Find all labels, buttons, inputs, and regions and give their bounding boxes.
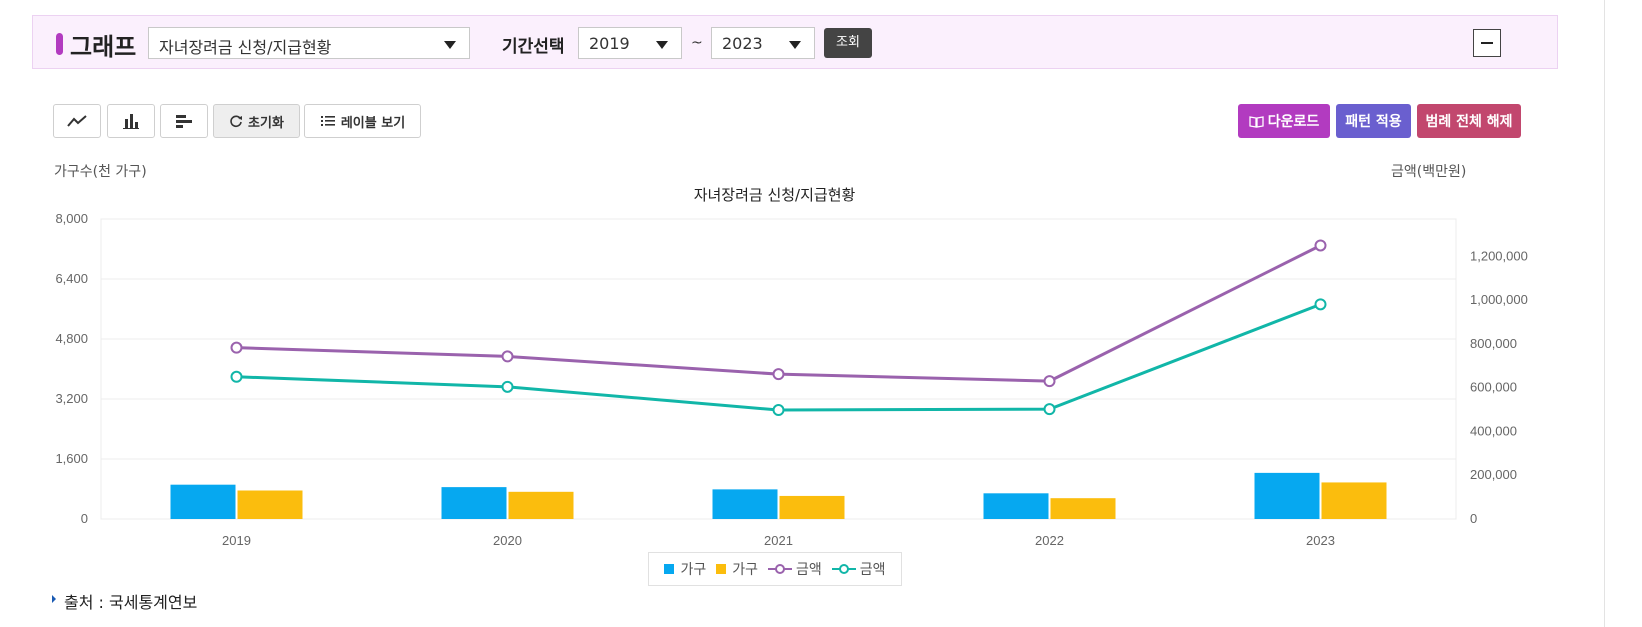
list-icon <box>320 116 335 126</box>
legend-label: 금액 <box>796 562 822 578</box>
legend-swatch <box>664 564 675 574</box>
pattern-button[interactable]: 패턴 적용 <box>1336 104 1411 138</box>
y-left-tick-label: 3,200 <box>55 391 88 406</box>
y-right-tick-label: 200,000 <box>1470 467 1517 482</box>
bar <box>1050 498 1116 519</box>
chart-title: 자녀장려금 신청/지급현황 <box>693 186 856 204</box>
line-point <box>501 350 514 363</box>
legend-label: 가구 <box>680 562 707 578</box>
x-tick-label: 2020 <box>493 533 522 548</box>
reset-button[interactable]: 초기화 <box>213 104 300 138</box>
source-text: 출처 : 국세통계연보 <box>64 593 198 612</box>
chevron-down-icon <box>656 41 668 49</box>
bar-chart-icon <box>123 114 139 129</box>
x-tick-label: 2022 <box>1035 533 1064 548</box>
pattern-label: 패턴 적용 <box>1345 114 1402 130</box>
bar <box>441 487 507 519</box>
bar <box>1254 472 1320 519</box>
y-right-tick-label: 600,000 <box>1470 380 1517 395</box>
legend-swatch <box>716 564 727 574</box>
start-year-value: 2019 <box>589 34 630 53</box>
line-point <box>1314 298 1327 311</box>
x-tick-label: 2021 <box>764 533 793 548</box>
legend-item-line2[interactable]: 금액 <box>831 559 886 579</box>
chart-type-select-value: 자녀장려금 신청/지급현황 <box>159 38 332 57</box>
legend-item-bar2[interactable]: 가구 <box>716 559 758 579</box>
graph-header: 그래프 자녀장려금 신청/지급현황 기간선택 2019 ~ 2023 조회 <box>32 15 1558 69</box>
horizontal-bar-button[interactable] <box>160 104 208 138</box>
line-point <box>501 380 514 393</box>
y-left-tick-label: 4,800 <box>55 331 88 346</box>
legend-line-marker <box>768 564 792 574</box>
line-point <box>772 368 785 381</box>
y-right-tick-label: 800,000 <box>1470 336 1517 351</box>
legend-line-marker <box>831 564 856 574</box>
query-button[interactable]: 조회 <box>824 28 872 58</box>
y-right-tick-label: 400,000 <box>1470 423 1517 438</box>
y-left-tick-label: 0 <box>81 511 88 526</box>
download-label: 다운로드 <box>1267 114 1320 130</box>
bar <box>779 495 845 519</box>
line-point <box>1043 375 1056 388</box>
label-view-label: 레이블 보기 <box>340 115 406 131</box>
start-year-select[interactable]: 2019 <box>578 27 682 59</box>
label-view-button[interactable]: 레이블 보기 <box>304 104 421 138</box>
line-point <box>230 341 243 354</box>
period-label: 기간선택 <box>502 37 565 57</box>
bar <box>508 491 574 519</box>
y-left-tick-label: 6,400 <box>55 271 88 286</box>
y-left-tick-label: 8,000 <box>55 211 88 226</box>
line-chart-icon <box>67 115 87 127</box>
bar <box>237 490 303 519</box>
end-year-value: 2023 <box>722 34 763 53</box>
line-point <box>1043 403 1056 416</box>
legend-clear-button[interactable]: 범례 전체 해제 <box>1417 104 1521 138</box>
series-line <box>236 244 1322 383</box>
bar <box>170 484 236 519</box>
y-left-tick-label: 1,600 <box>55 451 88 466</box>
period-separator: ~ <box>691 35 703 51</box>
series-line <box>236 302 1322 412</box>
left-axis-title: 가구수(천 가구) <box>54 164 147 180</box>
y-right-tick-label: 1,000,000 <box>1470 292 1528 307</box>
legend-clear-label: 범례 전체 해제 <box>1425 114 1513 130</box>
end-year-select[interactable]: 2023 <box>711 27 815 59</box>
bar <box>983 493 1049 519</box>
download-button[interactable]: 다운로드 <box>1238 104 1330 138</box>
minus-icon <box>1481 42 1493 44</box>
chart-legend: 가구 가구 금액 금액 <box>648 552 902 586</box>
header-accent-bar <box>56 33 63 55</box>
line-point <box>1314 239 1327 252</box>
refresh-icon <box>230 115 243 128</box>
horizontal-bar-icon <box>176 115 192 128</box>
source-bullet-icon <box>52 595 56 603</box>
book-download-icon <box>1249 115 1264 128</box>
legend-label: 금액 <box>859 562 886 578</box>
y-right-tick-label: 1,200,000 <box>1470 248 1528 263</box>
legend-label: 가구 <box>732 562 758 578</box>
chevron-down-icon <box>444 41 456 49</box>
right-axis-title: 금액(백만원) <box>1391 164 1467 180</box>
scrollbar-track[interactable] <box>1604 0 1605 627</box>
bar-chart-button[interactable] <box>107 104 155 138</box>
legend-item-line1[interactable]: 금액 <box>768 559 822 579</box>
x-tick-label: 2023 <box>1306 533 1335 548</box>
bar <box>712 489 778 519</box>
chart-type-select[interactable]: 자녀장려금 신청/지급현황 <box>148 27 470 59</box>
line-chart-button[interactable] <box>53 104 101 138</box>
chevron-down-icon <box>789 41 801 49</box>
legend-item-bar1[interactable]: 가구 <box>664 559 706 579</box>
collapse-button[interactable] <box>1473 29 1501 57</box>
y-right-tick-label: 0 <box>1470 511 1477 526</box>
line-point <box>230 370 243 383</box>
bar <box>1321 482 1387 519</box>
x-tick-label: 2019 <box>222 533 251 548</box>
line-point <box>772 404 785 417</box>
reset-label: 초기화 <box>248 115 284 131</box>
page-title: 그래프 <box>70 33 137 61</box>
